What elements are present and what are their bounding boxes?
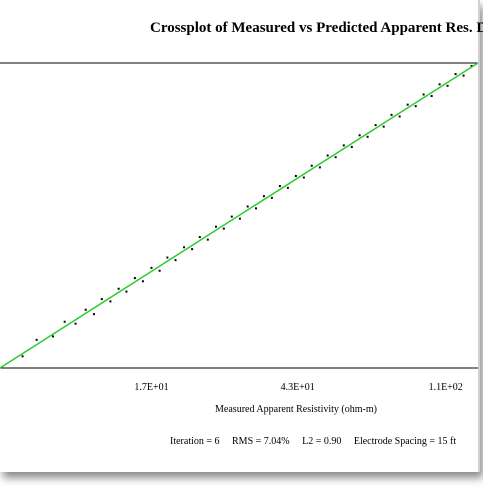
data-point: [35, 338, 38, 341]
data-point: [230, 215, 233, 218]
stat-rms: RMS = 7.04%: [232, 436, 290, 447]
stats-line: Iteration = 6 RMS = 7.04% L2 = 0.90 Elec…: [170, 436, 466, 447]
x-tick-label: 4.3E+01: [281, 382, 315, 393]
data-point: [246, 205, 249, 208]
x-axis-ticks: 1.7E+01 4.3E+01 1.1E+02: [134, 382, 462, 393]
data-point: [84, 308, 87, 311]
data-point: [454, 73, 457, 76]
data-point: [109, 300, 112, 303]
data-point: [183, 246, 186, 249]
data-point: [462, 74, 465, 77]
stat-iteration: Iteration = 6: [170, 436, 220, 447]
data-point: [215, 225, 217, 228]
data-point: [398, 115, 401, 118]
data-point: [141, 280, 144, 283]
data-point: [206, 238, 209, 241]
data-point: [366, 135, 369, 138]
data-point: [470, 65, 473, 68]
data-point: [174, 259, 177, 262]
data-point: [318, 166, 321, 169]
data-point: [406, 103, 409, 106]
data-point: [21, 355, 24, 358]
data-point: [125, 290, 128, 293]
data-point: [286, 186, 289, 189]
chart-frame: [478, 0, 480, 472]
data-point: [255, 207, 258, 210]
data-point: [310, 164, 313, 167]
data-point: [414, 105, 417, 108]
data-point: [191, 248, 194, 251]
data-point: [446, 84, 449, 87]
data-point: [158, 269, 161, 272]
data-point: [374, 124, 377, 127]
data-point: [100, 298, 103, 301]
data-point: [390, 113, 393, 116]
chart-title: Crossplot of Measured vs Predicted Appar…: [150, 20, 483, 36]
points-layer: [21, 65, 473, 358]
data-point: [294, 174, 297, 177]
data-point: [342, 144, 345, 147]
data-point: [117, 287, 120, 290]
data-point: [198, 236, 201, 239]
data-point: [74, 322, 77, 325]
x-tick-label: 1.1E+02: [429, 382, 463, 393]
data-point: [150, 266, 153, 269]
data-point: [270, 196, 273, 199]
data-point: [334, 156, 337, 159]
data-point: [262, 195, 265, 198]
data-point: [133, 277, 136, 280]
data-point: [52, 335, 55, 338]
data-point: [92, 313, 95, 316]
data-point: [278, 185, 281, 188]
x-tick-label: 1.7E+01: [134, 382, 168, 393]
data-point: [430, 95, 433, 98]
data-point: [238, 217, 241, 220]
reference-line: [0, 62, 479, 369]
stat-l2: L2 = 0.90: [302, 436, 342, 447]
data-point: [382, 125, 385, 128]
data-point: [222, 227, 225, 230]
x-axis-label: Measured Apparent Resistivity (ohm-m): [215, 404, 377, 415]
data-point: [422, 93, 425, 96]
data-point: [350, 145, 353, 148]
data-point: [63, 320, 66, 323]
stat-spacing: Electrode Spacing = 15 ft: [353, 436, 457, 447]
data-point: [358, 134, 361, 137]
data-point: [438, 83, 441, 86]
data-point: [326, 154, 329, 157]
data-point: [166, 256, 169, 259]
data-point: [302, 176, 305, 179]
